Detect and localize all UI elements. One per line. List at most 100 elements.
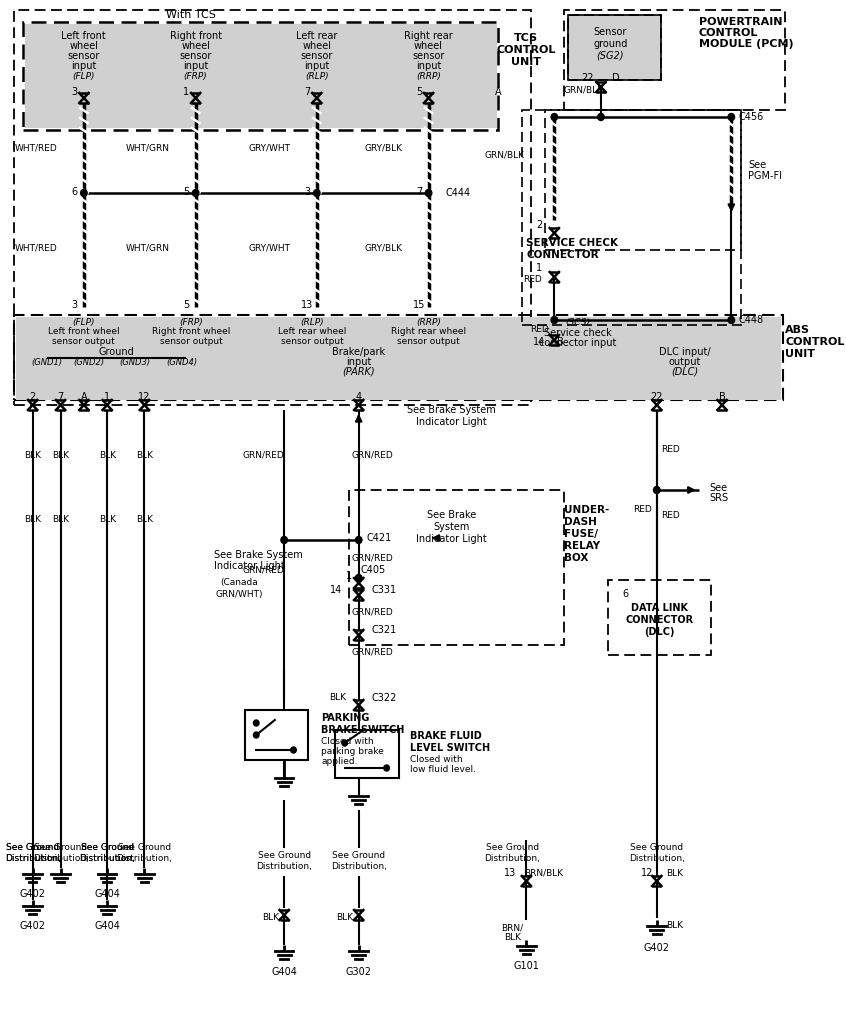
Text: WHT/RED: WHT/RED — [15, 244, 58, 253]
Text: (FLP): (FLP) — [73, 72, 95, 81]
Circle shape — [728, 114, 734, 121]
Text: CONNECTOR: CONNECTOR — [625, 615, 694, 625]
Bar — [569, 15, 662, 80]
Text: See Brake: See Brake — [427, 510, 476, 520]
Text: (RLP): (RLP) — [300, 317, 324, 327]
Text: DASH: DASH — [563, 517, 596, 527]
Text: See Ground: See Ground — [34, 844, 87, 853]
Text: Right front: Right front — [169, 31, 222, 41]
Text: (PARK): (PARK) — [343, 366, 375, 376]
Text: G402: G402 — [644, 943, 670, 953]
Text: 5: 5 — [416, 87, 422, 97]
Text: See Ground: See Ground — [80, 844, 134, 853]
Text: (FRP): (FRP) — [184, 72, 207, 81]
Text: (RRP): (RRP) — [416, 317, 441, 327]
Text: A: A — [80, 392, 87, 402]
Bar — [14, 10, 531, 406]
Text: sensor output: sensor output — [160, 338, 222, 346]
Text: GRN/RED: GRN/RED — [352, 554, 393, 562]
Text: BLK: BLK — [52, 451, 69, 460]
Text: See Brake System: See Brake System — [214, 550, 303, 560]
Text: 1: 1 — [346, 571, 353, 581]
Text: 4: 4 — [355, 392, 362, 402]
Text: (DLC): (DLC) — [671, 366, 698, 376]
Text: BRN/: BRN/ — [502, 924, 524, 933]
Text: GRN/BLK: GRN/BLK — [563, 85, 604, 94]
Text: Right rear wheel: Right rear wheel — [391, 328, 466, 337]
Text: MODULE (PCM): MODULE (PCM) — [699, 39, 794, 49]
Text: 3: 3 — [72, 300, 78, 310]
Bar — [545, 110, 740, 250]
Text: Distribution,: Distribution, — [5, 853, 61, 862]
Bar — [25, 24, 497, 128]
Text: Distribution,: Distribution, — [80, 853, 135, 862]
Text: Ground: Ground — [99, 347, 135, 357]
Circle shape — [597, 114, 604, 121]
Text: G402: G402 — [19, 921, 46, 931]
Bar — [522, 110, 740, 325]
Text: B: B — [718, 392, 725, 402]
Text: Right rear: Right rear — [404, 31, 453, 41]
Circle shape — [314, 189, 320, 197]
Bar — [24, 22, 498, 130]
Text: See: See — [748, 160, 766, 170]
Text: wheel: wheel — [302, 41, 332, 51]
Text: 14: 14 — [533, 337, 546, 347]
Text: Closed with: Closed with — [410, 756, 463, 765]
Text: input: input — [183, 61, 208, 71]
Text: Distribution,: Distribution, — [485, 853, 541, 862]
Text: sensor output: sensor output — [281, 338, 343, 346]
Text: C331: C331 — [371, 585, 397, 595]
Circle shape — [281, 537, 288, 544]
Circle shape — [80, 189, 87, 197]
Text: BLK: BLK — [52, 515, 69, 524]
Circle shape — [355, 537, 362, 544]
Text: ABS: ABS — [785, 325, 810, 335]
Text: (RLP): (RLP) — [305, 72, 328, 81]
Text: See Ground: See Ground — [486, 844, 539, 853]
Text: System: System — [434, 522, 470, 532]
Text: BOX: BOX — [563, 553, 588, 563]
Text: CONTROL: CONTROL — [699, 28, 758, 38]
Text: See Ground: See Ground — [6, 844, 59, 853]
Text: RED: RED — [523, 275, 541, 285]
Text: sensor output: sensor output — [397, 338, 460, 346]
Text: (GND2): (GND2) — [73, 358, 104, 368]
Text: 12: 12 — [138, 392, 151, 402]
Text: See Brake System: See Brake System — [408, 406, 497, 415]
Text: input: input — [346, 357, 371, 367]
Text: Left front: Left front — [62, 31, 107, 41]
Text: (FRP): (FRP) — [179, 317, 203, 327]
Text: LEVEL SWITCH: LEVEL SWITCH — [410, 743, 490, 753]
Bar — [563, 10, 785, 110]
Circle shape — [728, 316, 734, 324]
Text: WHT/GRN: WHT/GRN — [125, 143, 169, 153]
Text: 1: 1 — [184, 87, 190, 97]
Text: wheel: wheel — [181, 41, 210, 51]
Text: 22: 22 — [651, 392, 663, 402]
Text: (SG2): (SG2) — [596, 50, 624, 60]
Text: Distribution,: Distribution, — [80, 853, 135, 862]
Bar — [569, 15, 662, 80]
Text: GRN/BLK: GRN/BLK — [485, 151, 525, 160]
Text: C321: C321 — [371, 625, 397, 635]
Text: GRN/RED: GRN/RED — [243, 565, 284, 574]
Text: RED: RED — [662, 445, 680, 455]
Circle shape — [551, 114, 558, 121]
Text: 12: 12 — [641, 868, 654, 878]
Text: CONTROL: CONTROL — [497, 45, 556, 55]
Text: BLK: BLK — [99, 451, 116, 460]
Text: G404: G404 — [94, 921, 120, 931]
Text: CONTROL: CONTROL — [785, 337, 845, 347]
Text: C448: C448 — [739, 315, 764, 325]
Text: 13: 13 — [301, 300, 314, 310]
Text: Distribution,: Distribution, — [117, 853, 173, 862]
Circle shape — [426, 189, 431, 197]
Bar — [16, 317, 781, 400]
Text: (GND4): (GND4) — [166, 358, 197, 368]
Text: C456: C456 — [739, 112, 764, 122]
Text: BLK: BLK — [328, 693, 346, 702]
Text: input: input — [304, 61, 329, 71]
Text: PGM-FI: PGM-FI — [748, 171, 782, 181]
Text: UNIT: UNIT — [511, 57, 541, 67]
